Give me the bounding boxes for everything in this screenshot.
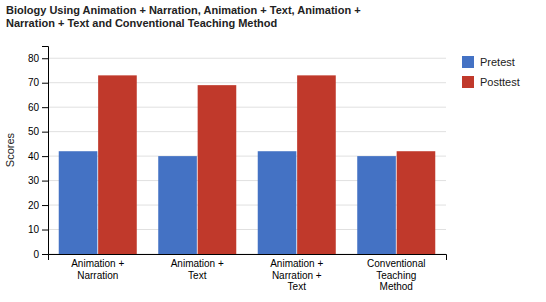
chart: Biology Using Animation + Narration, Ani… [0, 0, 546, 302]
legend-item: Posttest [462, 76, 520, 88]
tick-label-line: Text [288, 281, 307, 292]
tick-mark [42, 107, 48, 108]
tick: ConventionalTeachingMethod [367, 258, 425, 292]
tick: 40 [28, 151, 48, 162]
plot: 01020304050607080Animation +NarrationAni… [28, 47, 447, 293]
tick-label-line: Animation + [71, 258, 124, 269]
tick-label: 10 [28, 224, 40, 235]
tick: 60 [28, 102, 48, 113]
tick-label: 50 [28, 126, 40, 137]
tick-label: ConventionalTeachingMethod [367, 258, 425, 292]
tick-label-line: Narration + [272, 270, 322, 281]
tick-mark [42, 83, 48, 84]
series [98, 75, 435, 254]
tick-label-line: Conventional [367, 258, 425, 269]
tick-mark [42, 132, 48, 133]
tick-label: 0 [33, 249, 39, 260]
bar [98, 75, 137, 254]
tick: Animation +Narration [71, 258, 124, 281]
title-line: Narration + Text and Conventional Teachi… [6, 17, 277, 29]
tick: 0 [33, 249, 48, 260]
grid-line [48, 58, 446, 59]
tick: 30 [28, 175, 48, 186]
axis-line [42, 47, 49, 255]
tick-label: 70 [28, 77, 40, 88]
tick: Animation +Narration +Text [270, 258, 323, 292]
bar [258, 151, 297, 254]
bar [198, 85, 237, 254]
tick: 70 [28, 77, 48, 88]
legend-label: Posttest [480, 76, 520, 88]
tick-mark [42, 181, 48, 182]
tick-label: 80 [28, 53, 40, 64]
x-axis: Animation +NarrationAnimation +TextAnima… [49, 255, 447, 293]
legend-label: Pretest [480, 56, 515, 68]
tick-label: 30 [28, 175, 40, 186]
tick-label-line: Animation + [171, 258, 224, 269]
tick-mark [42, 58, 48, 59]
bar [158, 156, 197, 254]
tick: Animation +Text [171, 258, 224, 281]
bar [297, 75, 336, 254]
tick: 50 [28, 126, 48, 137]
tick-mark [42, 205, 48, 206]
tick-mark [42, 254, 48, 255]
tick-label: Animation +Text [171, 258, 224, 281]
legend-swatch [462, 56, 474, 68]
title-line: Biology Using Animation + Narration, Ani… [6, 4, 361, 16]
tick-label: Animation +Narration +Text [270, 258, 323, 292]
legend-item: Pretest [462, 56, 515, 68]
tick-label: 20 [28, 200, 40, 211]
tick-label: 40 [28, 151, 40, 162]
grid [48, 58, 446, 254]
tick-label: Animation +Narration [71, 258, 124, 281]
tick-mark [42, 156, 48, 157]
tick-mark [42, 230, 48, 231]
title: Biology Using Animation + Narration, Ani… [6, 4, 361, 29]
bar [59, 151, 98, 254]
tick-label-line: Animation + [270, 258, 323, 269]
tick: 80 [28, 53, 48, 64]
tick: 20 [28, 200, 48, 211]
axis-title: Scores [4, 132, 16, 167]
bar [397, 151, 436, 254]
y-axis: 0 10 20 30 40 50 60 70 80 [28, 47, 49, 260]
legend-swatch [462, 76, 474, 88]
legend: Pretest Posttest [462, 56, 520, 88]
tick-label: 60 [28, 102, 40, 113]
tick-label-line: Narration [77, 270, 118, 281]
bars [59, 75, 436, 254]
bar [357, 156, 396, 254]
tick-label-line: Method [380, 281, 413, 292]
tick-label-line: Text [188, 270, 207, 281]
tick-label-line: Teaching [376, 270, 416, 281]
tick: 10 [28, 224, 48, 235]
